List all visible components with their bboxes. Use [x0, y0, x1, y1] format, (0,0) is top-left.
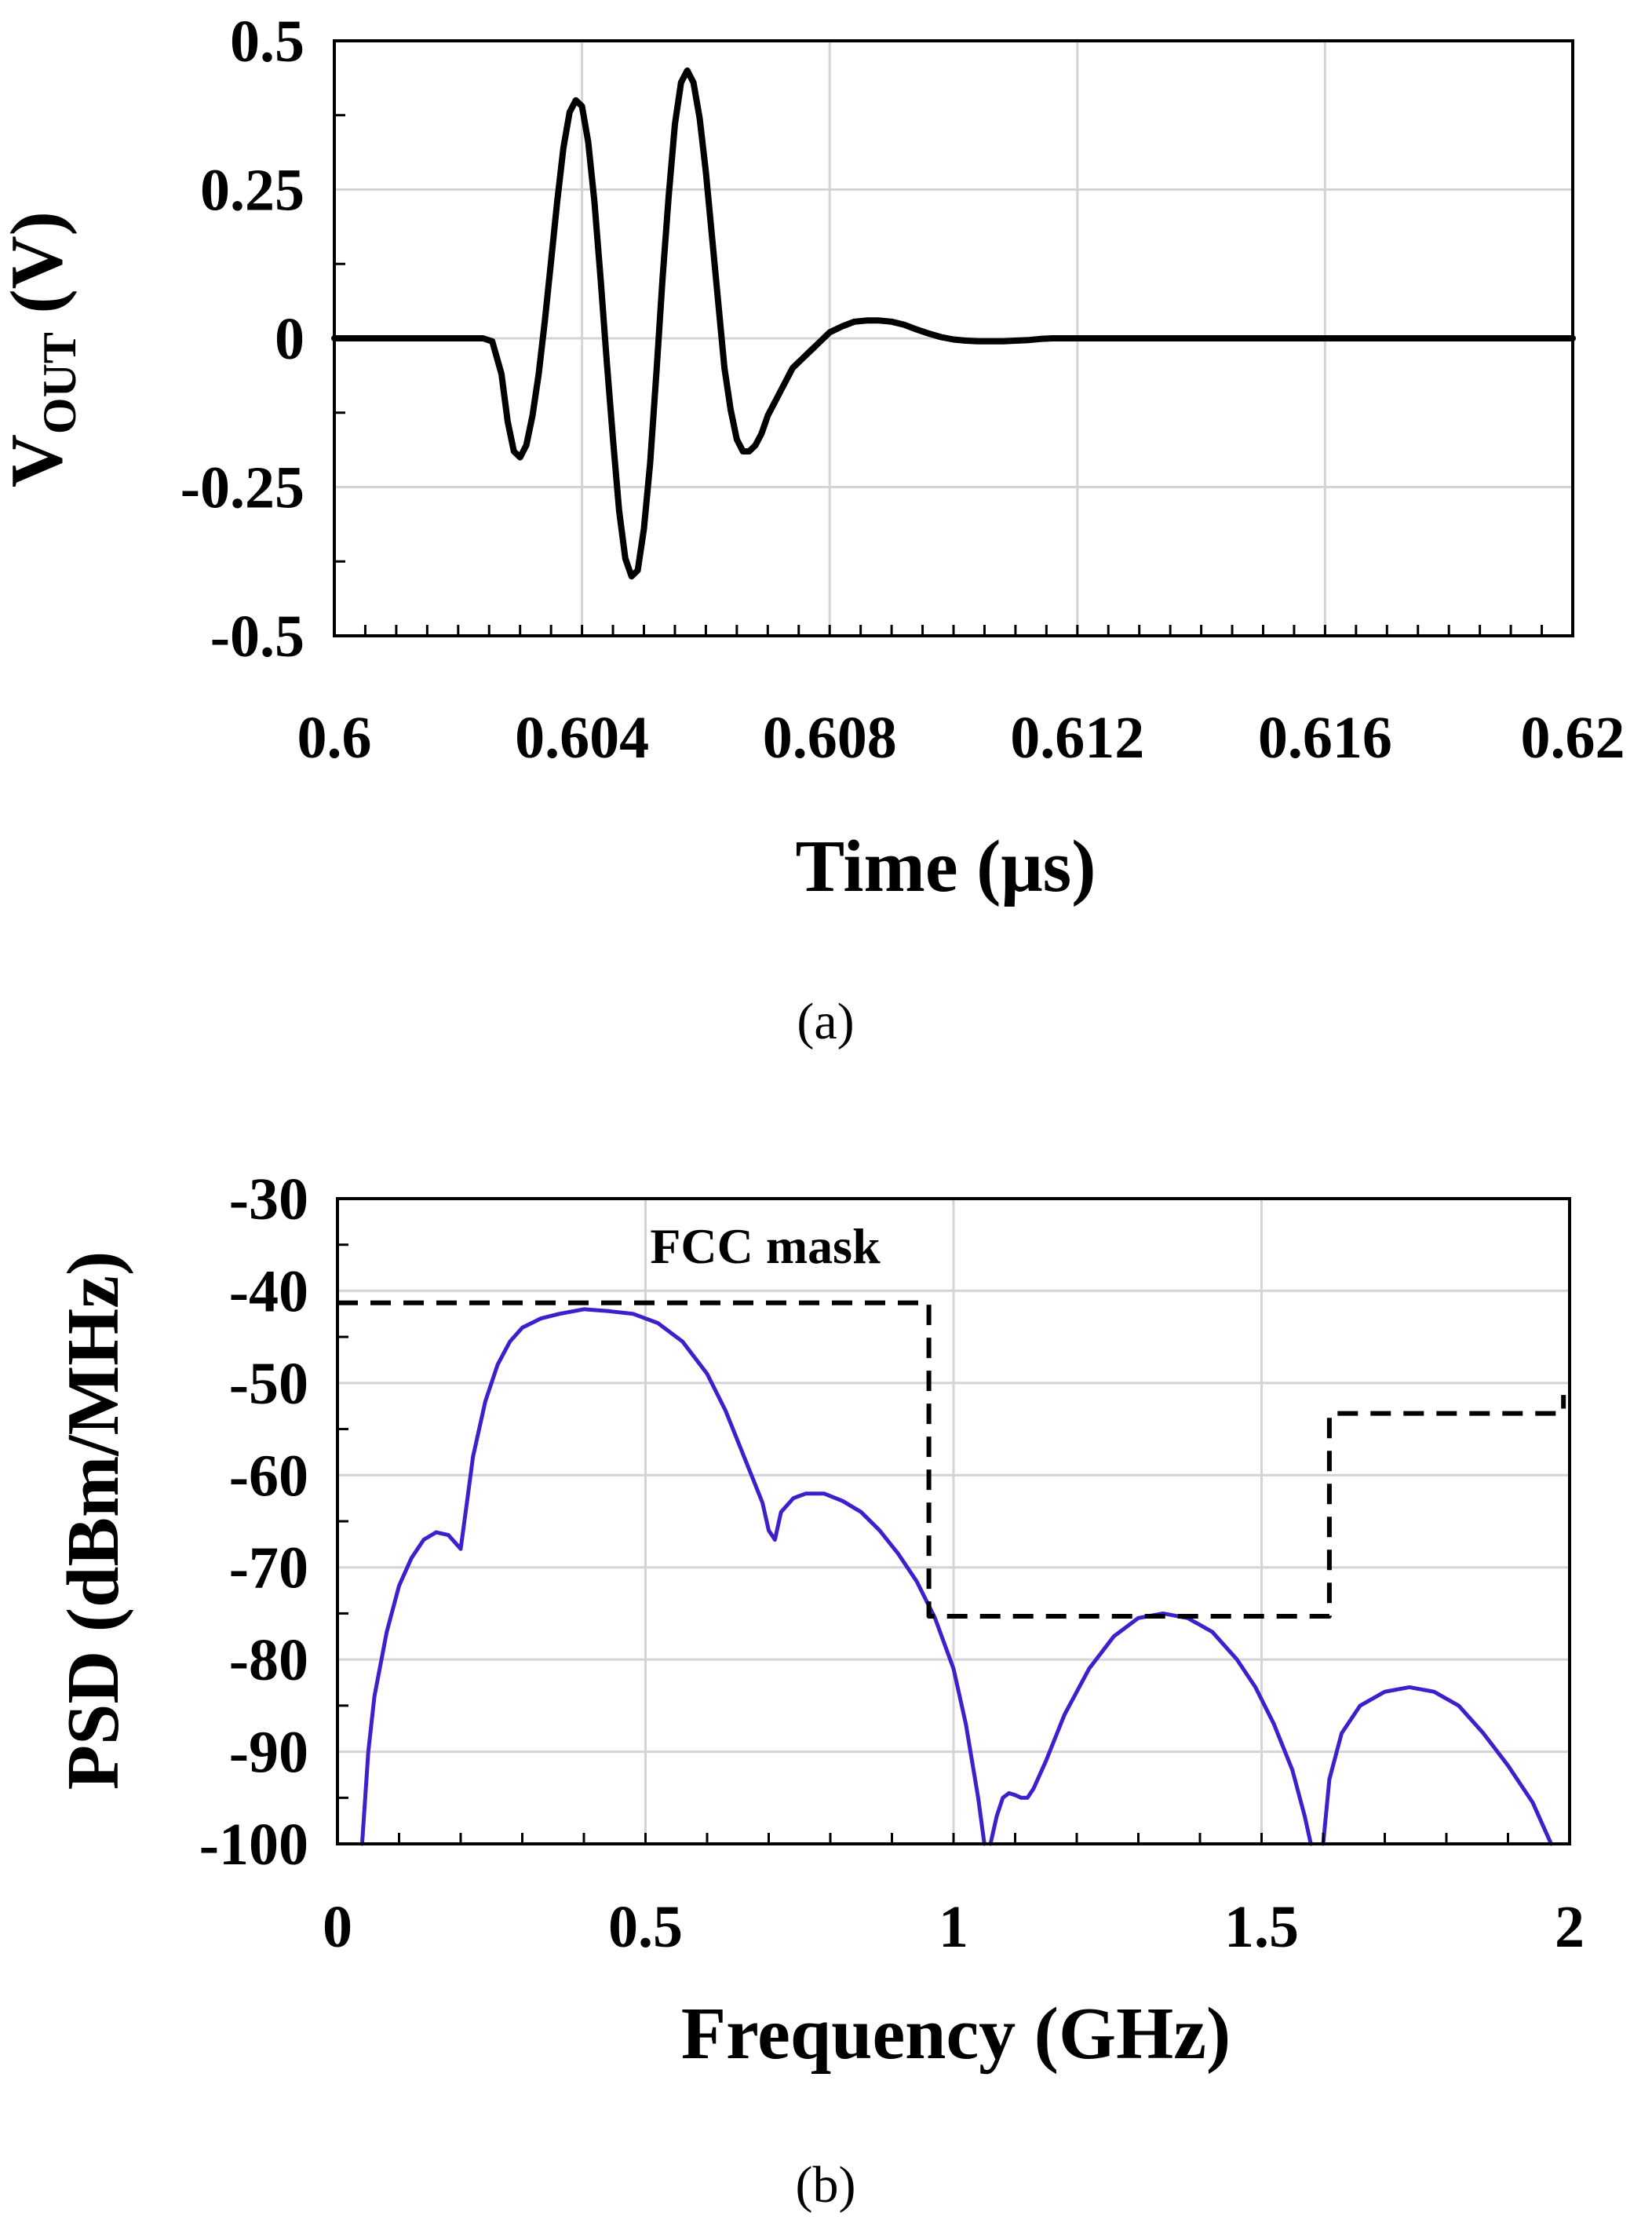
panel-a-y-axis-label-symbol: V	[0, 434, 78, 487]
panel-b-tick-labels: 0 0.5 1 1.5 2 -100 -90 -80 -70 -60 -50 -40 -30	[199, 1166, 1585, 1960]
y-tick-label: -100	[199, 1812, 308, 1878]
x-tick-label: 1.5	[1224, 1894, 1299, 1960]
x-tick-label: 0.62	[1521, 705, 1625, 771]
x-tick-label: 0.604	[515, 705, 649, 771]
x-tick-label: 0.616	[1258, 705, 1392, 771]
panel-b-psd-chart: 0 0.5 1 1.5 2 -100 -90 -80 -70 -60 -50 -40 -30 FCC m…	[53, 1166, 1585, 2214]
y-tick-label: -70	[229, 1535, 308, 1601]
x-tick-label: 0.5	[608, 1894, 683, 1960]
panel-b-curves	[337, 1300, 1566, 1846]
psd-spectrum-line	[1321, 1685, 1553, 1846]
psd-spectrum-line	[359, 1307, 986, 1846]
y-tick-label: -30	[229, 1166, 308, 1232]
y-tick-label: -0.5	[210, 604, 305, 670]
y-tick-label: -40	[229, 1258, 308, 1324]
y-tick-label: -50	[229, 1351, 308, 1417]
y-tick-label: 0.25	[200, 158, 305, 224]
y-tick-label: 0.5	[230, 9, 305, 75]
panel-a-frame	[333, 39, 1574, 637]
y-tick-label: -80	[229, 1627, 308, 1693]
panel-a-y-axis-label-subscript: OUT	[34, 332, 86, 434]
x-tick-label: 1	[939, 1894, 968, 1960]
panel-b-frame	[336, 1197, 1571, 1845]
x-tick-label: 0.6	[297, 705, 372, 771]
y-tick-label: -90	[229, 1720, 308, 1786]
panel-a-y-axis-label-unit: (V)	[0, 211, 78, 332]
y-tick-label: 0	[275, 306, 305, 372]
panel-a-y-axis-label: VOUT (V)	[0, 211, 86, 487]
psd-spectrum-line	[988, 1611, 1313, 1846]
x-tick-label: 2	[1555, 1894, 1585, 1960]
panel-a-time-domain-chart: 0.6 0.604 0.608 0.612 0.616 0.62 -0.5 -0.25 0 0.2…	[0, 9, 1625, 1050]
vout-waveform-line	[331, 67, 1576, 580]
panel-b-y-axis-label: PSD (dBm/MHz)	[53, 1251, 134, 1790]
panel-b-x-axis-label: Frequency (GHz)	[681, 1993, 1231, 2075]
fcc-mask-annotation: FCC mask	[650, 1218, 881, 1274]
x-tick-label: 0.608	[763, 705, 897, 771]
x-tick-label: 0.612	[1010, 705, 1144, 771]
panel-b-gridlines	[337, 1199, 1570, 1844]
panel-a-x-axis-label: Time (μs)	[795, 826, 1096, 907]
panel-a-caption: (a)	[797, 993, 854, 1050]
fcc-mask-line	[337, 1300, 1566, 1619]
panel-b-caption: (b)	[796, 2156, 856, 2214]
y-tick-label: -0.25	[181, 455, 305, 521]
y-tick-label: -60	[229, 1443, 308, 1509]
x-tick-label: 0	[323, 1894, 352, 1960]
panel-a-curves	[331, 67, 1576, 580]
panel-a-tick-labels: 0.6 0.604 0.608 0.612 0.616 0.62 -0.5 -0.25 0 0.2…	[181, 9, 1625, 771]
